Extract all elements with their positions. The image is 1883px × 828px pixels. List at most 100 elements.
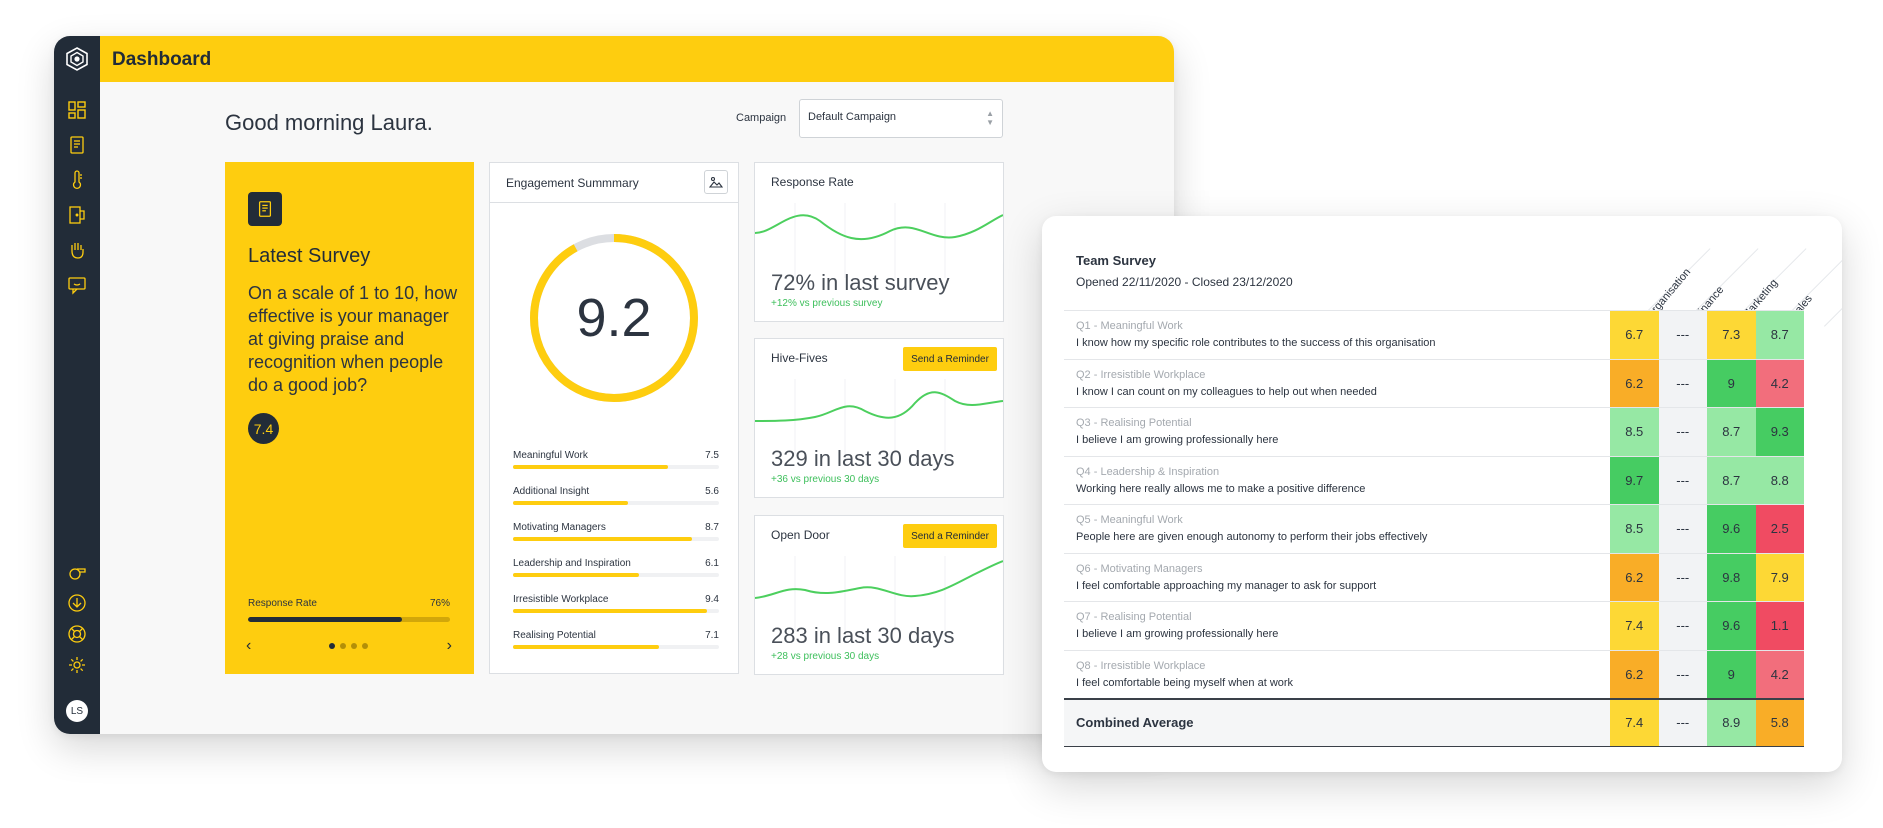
score-cell: 6.2	[1610, 552, 1659, 602]
score-cell: ---	[1658, 455, 1707, 505]
question-cell: Q8 - Irresistible Workplace I feel comfor…	[1064, 649, 1610, 699]
engagement-metric: Meaningful Work 7.5	[513, 450, 719, 480]
image-mountain-icon[interactable]	[704, 170, 728, 194]
score-cell: 7.4	[1610, 697, 1659, 747]
team-survey-dates: Opened 22/11/2020 - Closed 23/12/2020	[1076, 275, 1293, 289]
engagement-metric: Irresistible Workplace 9.4	[513, 594, 719, 624]
metric-bar	[513, 573, 719, 577]
score-cell: ---	[1658, 407, 1707, 456]
document-icon[interactable]	[66, 134, 88, 156]
avatar[interactable]: LS	[66, 700, 88, 722]
high-five-icon[interactable]	[66, 239, 88, 261]
door-icon[interactable]	[66, 204, 88, 226]
stat-value: 72% in last survey	[771, 270, 950, 295]
stat-value: 283 in last 30 days	[771, 623, 955, 648]
hive-fives-card: Hive-Fives Send a Reminder 329 in last 3…	[754, 338, 1004, 498]
download-icon[interactable]	[66, 592, 88, 614]
open-door-card: Open Door Send a Reminder 283 in last 30…	[754, 515, 1004, 675]
stat-title: Response Rate	[771, 175, 854, 189]
table-row[interactable]: Q3 - Realising Potential I believe I am g…	[1064, 407, 1804, 456]
lifebuoy-icon[interactable]	[66, 623, 88, 645]
table-row[interactable]: Q1 - Meaningful Work I know how my specif…	[1064, 310, 1804, 359]
score-cell: 5.8	[1755, 697, 1804, 747]
hive-logo-icon[interactable]	[54, 36, 100, 82]
team-survey-panel: Team Survey Opened 22/11/2020 - Closed 2…	[1042, 216, 1842, 772]
score-cell: 1.1	[1755, 601, 1804, 650]
score-cell: 8.8	[1755, 455, 1804, 505]
metric-value: 6.1	[705, 558, 719, 569]
table-row[interactable]: Q7 - Realising Potential I believe I am g…	[1064, 601, 1804, 650]
send-reminder-button[interactable]: Send a Reminder	[903, 347, 997, 371]
score-cell: 8.7	[1755, 310, 1804, 359]
question-text: I know I can count on my colleagues to h…	[1076, 385, 1377, 398]
metric-bar	[513, 537, 719, 541]
score-cell: 9.7	[1610, 455, 1659, 505]
carousel-dots	[329, 643, 368, 649]
table-row[interactable]: Q4 - Leadership & Inspiration Working her…	[1064, 455, 1804, 505]
whistle-icon[interactable]	[66, 561, 88, 583]
response-rate-label: Response Rate	[248, 598, 317, 609]
question-text: I believe I am growing professionally he…	[1076, 434, 1279, 447]
table-row[interactable]: Q8 - Irresistible Workplace I feel comfor…	[1064, 649, 1804, 699]
table-row[interactable]: Q6 - Motivating Managers I feel comfortab…	[1064, 552, 1804, 602]
engagement-gauge-arc	[530, 234, 698, 402]
question-cell: Q5 - Meaningful Work People here are give…	[1064, 504, 1610, 553]
question-label: Q6 - Motivating Managers	[1076, 562, 1203, 575]
metric-bar-fill	[513, 537, 693, 541]
score-cell: 8.7	[1707, 407, 1756, 456]
question-label: Q1 - Meaningful Work	[1076, 320, 1183, 333]
question-label: Q7 - Realising Potential	[1076, 611, 1192, 624]
table-row[interactable]: Q5 - Meaningful Work People here are give…	[1064, 504, 1804, 553]
score-cell: 6.2	[1610, 649, 1659, 699]
score-cell: 9	[1707, 358, 1756, 408]
carousel-dot[interactable]	[340, 643, 346, 649]
carousel-dot[interactable]	[351, 643, 357, 649]
carousel-dot[interactable]	[362, 643, 368, 649]
metric-bar-fill	[513, 609, 707, 613]
score-cell: 4.2	[1755, 358, 1804, 408]
question-label: Q3 - Realising Potential	[1076, 417, 1192, 430]
stat-delta: +28 vs previous 30 days	[771, 651, 880, 662]
metric-value: 7.1	[705, 630, 719, 641]
metric-bar	[513, 609, 719, 613]
question-label: Q8 - Irresistible Workplace	[1076, 659, 1206, 672]
question-text: I know how my specific role contributes …	[1076, 337, 1436, 350]
chat-icon[interactable]	[66, 274, 88, 296]
stat-delta: +36 vs previous 30 days	[771, 474, 880, 485]
carousel-dot[interactable]	[329, 643, 335, 649]
score-cell: 7.9	[1755, 552, 1804, 602]
metric-label: Motivating Managers	[513, 522, 606, 533]
stat-delta: +12% vs previous survey	[771, 298, 883, 309]
table-row[interactable]: Q2 - Irresistible Workplace I know I can …	[1064, 358, 1804, 408]
score-cell: ---	[1658, 552, 1707, 602]
grid-icon[interactable]	[66, 99, 88, 121]
question-text: I feel comfortable approaching my manage…	[1076, 579, 1377, 592]
question-label: Q2 - Irresistible Workplace	[1076, 368, 1206, 381]
campaign-select[interactable]: Default Campaign ▲ ▼	[799, 99, 1003, 138]
combined-average-label: Combined Average	[1064, 697, 1610, 747]
send-reminder-button[interactable]: Send a Reminder	[903, 524, 997, 548]
gear-icon[interactable]	[66, 654, 88, 676]
question-text: I believe I am growing professionally he…	[1076, 628, 1279, 641]
engagement-header: Engagement Summmary	[490, 163, 738, 203]
question-text: I feel comfortable being myself when at …	[1076, 676, 1294, 689]
thermometer-icon[interactable]	[66, 169, 88, 191]
metric-bar-fill	[513, 573, 639, 577]
response-rate-value: 76%	[429, 598, 450, 609]
chevron-left-icon[interactable]: ‹	[246, 637, 252, 654]
latest-survey-card: Latest Survey On a scale of 1 to 10, how…	[225, 162, 474, 674]
stat-title: Open Door	[771, 528, 830, 542]
question-cell: Q1 - Meaningful Work I know how my specif…	[1064, 310, 1610, 359]
chevron-right-icon[interactable]: ›	[446, 637, 452, 654]
engagement-gauge	[530, 234, 698, 402]
stat-title: Hive-Fives	[771, 351, 828, 365]
engagement-metric: Leadership and Inspiration 6.1	[513, 558, 719, 588]
metric-bar-fill	[513, 501, 629, 505]
score-cell: 6.7	[1610, 310, 1659, 359]
score-cell: ---	[1658, 697, 1707, 747]
metric-label: Additional Insight	[513, 486, 590, 497]
dashboard-window: LS Dashboard Good morning Laura. Campaig…	[54, 36, 1174, 734]
response-rate-bar-fill	[248, 617, 402, 622]
question-cell: Q7 - Realising Potential I believe I am g…	[1064, 601, 1610, 650]
score-cell: 7.4	[1610, 601, 1659, 650]
